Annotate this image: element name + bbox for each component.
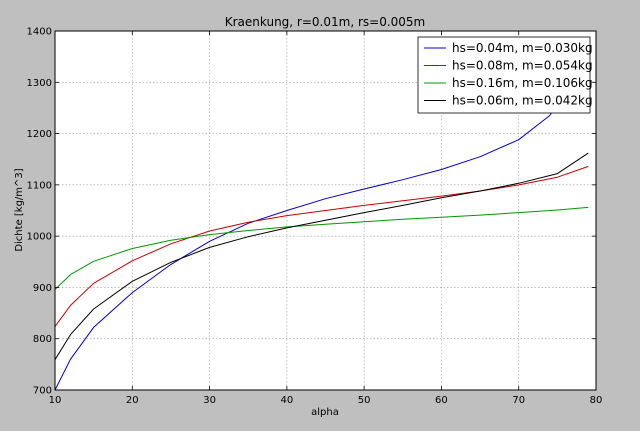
y-tick-label: 1300 [27,78,52,89]
x-tick-label: 80 [590,395,603,406]
legend-label-1: hs=0.04m, m=0.030kg [452,41,593,55]
y-tick-label: 1000 [27,232,52,243]
y-tick-label: 700 [33,386,52,397]
y-tick-label: 1200 [27,129,52,140]
legend: hs=0.04m, m=0.030kg hs=0.08m, m=0.054kg hs… [417,36,593,114]
series-line-3 [54,206,589,290]
legend-label-4: hs=0.06m, m=0.042kg [452,94,593,108]
y-axis-label: Dichte [kg/m^3] [14,168,25,251]
chart-title: Kraenkung, r=0.01m, rs=0.005m [225,15,426,29]
x-tick-label: 10 [49,395,62,406]
legend-box [417,36,591,114]
series-line-1 [54,57,589,391]
plot-frame [54,30,597,391]
x-axis-label: alpha [311,407,339,418]
y-tick-label: 800 [33,334,52,345]
x-tick-label: 70 [512,395,525,406]
series-line-2 [54,165,589,327]
y-tick-label: 1400 [27,27,52,38]
legend-label-2: hs=0.08m, m=0.054kg [452,59,593,73]
x-tick-label: 50 [358,395,371,406]
x-tick-label: 60 [435,395,448,406]
x-tick-label: 40 [280,395,293,406]
series-line-4 [54,152,589,360]
x-tick-label: 20 [126,395,139,406]
x-tick-label: 30 [203,395,216,406]
ticks: 10 20 30 40 50 60 70 80 700 800 900 1000 1100 1200 130… [27,27,603,407]
legend-label-3: hs=0.16m, m=0.106kg [452,76,593,90]
y-tick-label: 1100 [27,180,52,191]
y-tick-label: 900 [33,283,52,294]
series-layer [54,57,589,391]
